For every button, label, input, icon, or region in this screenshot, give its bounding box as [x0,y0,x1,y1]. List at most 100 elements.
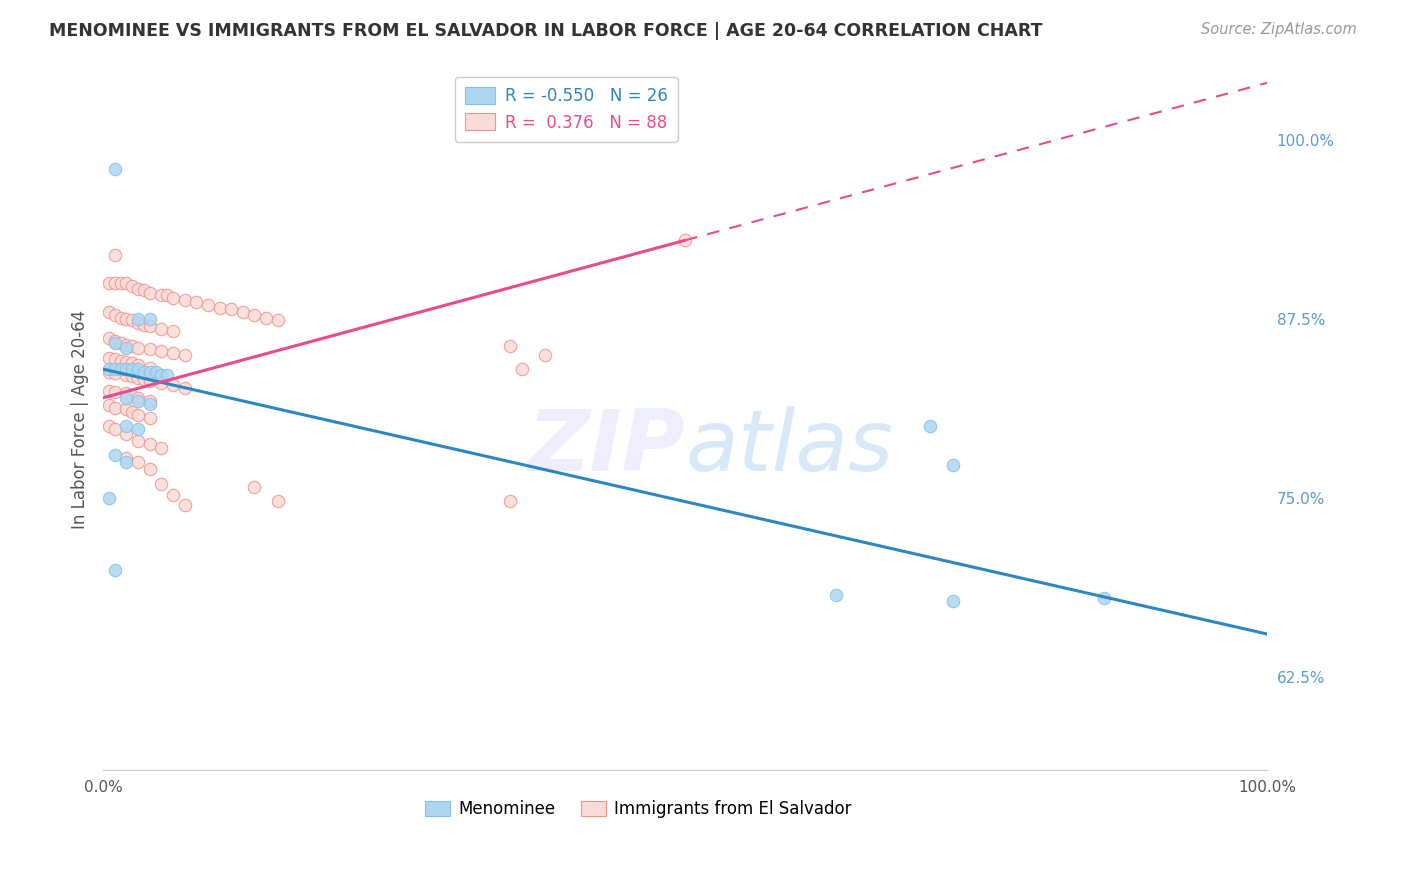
Point [138,342,160,356]
Point [115,450,138,465]
Point [115,362,138,376]
Point [156,287,179,301]
Point [173,348,195,362]
Point [825,588,848,602]
Point [138,365,160,379]
Point [499,494,522,508]
Point [138,286,160,301]
Point [942,458,965,472]
Point [918,419,941,434]
Point [150,476,173,491]
Point [115,277,138,291]
Point [156,368,179,382]
Point [162,291,184,305]
Point [138,396,160,410]
Point [127,455,149,469]
Point [97,419,120,434]
Point [121,369,143,384]
Point [115,419,138,434]
Text: Source: ZipAtlas.com: Source: ZipAtlas.com [1201,22,1357,37]
Point [121,279,143,293]
Point [173,498,195,512]
Point [97,277,120,291]
Point [254,310,277,325]
Point [138,436,160,450]
Point [208,301,231,315]
Point [115,338,138,352]
Point [97,384,120,398]
Point [127,391,149,405]
Point [104,563,127,577]
Point [132,284,155,298]
Point [104,247,127,261]
Point [510,362,533,376]
Point [115,391,138,405]
Point [97,398,120,412]
Point [115,426,138,441]
Point [121,405,143,419]
Point [138,319,160,334]
Point [150,368,173,382]
Point [243,479,266,493]
Point [145,365,167,379]
Point [104,448,127,462]
Point [673,233,696,247]
Point [104,385,127,400]
Point [127,393,149,408]
Point [942,594,965,608]
Text: ZIP: ZIP [527,406,685,489]
Point [138,374,160,388]
Point [97,362,120,376]
Y-axis label: In Labor Force | Age 20-64: In Labor Force | Age 20-64 [72,310,89,529]
Point [219,301,242,316]
Point [110,362,132,376]
Point [104,161,127,176]
Point [243,308,266,322]
Point [104,308,127,322]
Point [110,353,132,368]
Point [127,434,149,448]
Point [534,348,557,362]
Point [162,488,184,502]
Point [127,422,149,436]
Point [115,368,138,382]
Point [132,372,155,386]
Point [173,381,195,395]
Point [138,360,160,375]
Point [127,362,149,376]
Point [104,367,127,381]
Point [1070,784,1092,798]
Point [127,316,149,330]
Point [150,287,173,301]
Point [150,441,173,455]
Point [97,331,120,345]
Point [115,341,138,355]
Point [110,310,132,325]
Point [104,352,127,367]
Point [115,312,138,326]
Point [499,339,522,353]
Legend: Menominee, Immigrants from El Salvador: Menominee, Immigrants from El Salvador [419,794,858,825]
Point [110,277,132,291]
Point [162,324,184,338]
Point [121,356,143,370]
Point [150,343,173,358]
Point [104,362,127,376]
Point [186,294,208,309]
Point [115,402,138,417]
Point [104,334,127,348]
Point [104,422,127,436]
Point [150,376,173,391]
Point [97,491,120,505]
Text: MENOMINEE VS IMMIGRANTS FROM EL SALVADOR IN LABOR FORCE | AGE 20-64 CORRELATION : MENOMINEE VS IMMIGRANTS FROM EL SALVADOR… [49,22,1043,40]
Point [138,462,160,476]
Point [97,305,120,319]
Point [115,386,138,401]
Point [127,341,149,355]
Point [162,378,184,392]
Point [132,365,155,379]
Point [138,312,160,326]
Point [267,494,290,508]
Point [104,277,127,291]
Point [115,355,138,369]
